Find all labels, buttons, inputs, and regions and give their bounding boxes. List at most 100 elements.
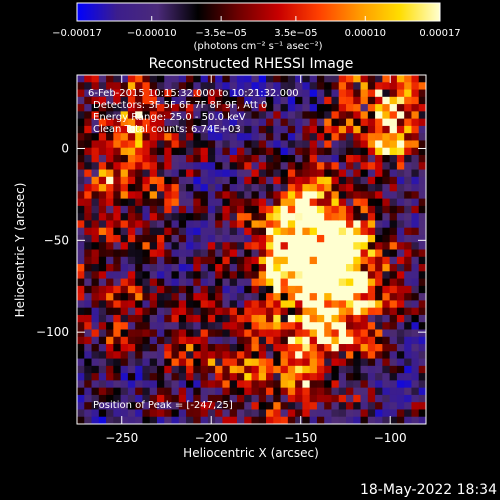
- heatmap-cell: [418, 234, 426, 243]
- heatmap-cell: [149, 133, 158, 142]
- heatmap-cell: [215, 104, 224, 112]
- heatmap-cell: [396, 220, 405, 229]
- heatmap-cell: [273, 278, 282, 287]
- heatmap-cell: [164, 227, 173, 236]
- heatmap-cell: [360, 387, 369, 396]
- heatmap-cell: [273, 147, 282, 156]
- heatmap-cell: [324, 118, 333, 127]
- heatmap-cell: [396, 285, 405, 294]
- heatmap-cell: [91, 322, 100, 331]
- heatmap-cell: [331, 380, 340, 389]
- heatmap-cell: [77, 358, 85, 367]
- heatmap-cell: [142, 271, 151, 280]
- heatmap-cell: [324, 75, 333, 83]
- heatmap-cell: [244, 387, 253, 396]
- heatmap-cell: [84, 205, 93, 214]
- heatmap-cell: [98, 213, 107, 222]
- heatmap-cell: [98, 82, 107, 91]
- heatmap-cell: [353, 242, 362, 251]
- heatmap-cell: [273, 111, 282, 120]
- heatmap-cell: [229, 314, 238, 323]
- heatmap-cell: [251, 184, 260, 192]
- heatmap-cell: [411, 271, 420, 280]
- heatmap-cell: [360, 213, 369, 222]
- heatmap-cell: [236, 234, 245, 243]
- heatmap-cell: [404, 278, 413, 287]
- heatmap-cell: [186, 293, 194, 301]
- heatmap-cell: [178, 249, 187, 258]
- heatmap-cell: [142, 133, 151, 142]
- heatmap-cell: [367, 256, 376, 265]
- heatmap-cell: [280, 89, 289, 98]
- heatmap-cell: [91, 227, 100, 236]
- heatmap-cell: [346, 147, 354, 156]
- heatmap-cell: [127, 234, 136, 243]
- heatmap-cell: [215, 293, 224, 301]
- heatmap-cell: [135, 285, 144, 294]
- heatmap-cell: [127, 191, 136, 200]
- heatmap-cell: [251, 162, 260, 171]
- heatmap-cell: [113, 227, 122, 236]
- heatmap-cell: [302, 198, 311, 207]
- heatmap-cell: [273, 184, 282, 192]
- heatmap-cell: [222, 271, 231, 280]
- heatmap-cell: [346, 191, 354, 200]
- heatmap-cell: [338, 394, 347, 403]
- heatmap-cell: [193, 387, 202, 396]
- heatmap-cell: [396, 104, 405, 112]
- heatmap-cell: [156, 409, 165, 418]
- heatmap-cell: [135, 111, 144, 120]
- heatmap-cell: [193, 336, 202, 345]
- heatmap-cell: [287, 96, 296, 105]
- heatmap-cell: [98, 358, 107, 367]
- heatmap-cell: [106, 249, 114, 258]
- heatmap-cell: [171, 256, 180, 265]
- heatmap-cell: [251, 234, 260, 243]
- heatmap-cell: [127, 365, 136, 374]
- heatmap-cell: [324, 82, 333, 91]
- heatmap-cell: [360, 373, 369, 381]
- heatmap-cell: [418, 314, 426, 323]
- heatmap-cell: [389, 387, 398, 396]
- heatmap-cell: [324, 285, 333, 294]
- heatmap-cell: [411, 358, 420, 367]
- heatmap-cell: [84, 242, 93, 251]
- heatmap-cell: [302, 213, 311, 222]
- heatmap-cell: [200, 191, 209, 200]
- heatmap-cell: [346, 307, 354, 316]
- colorbar-tick-label: 0.00017: [419, 28, 460, 39]
- heatmap-cell: [84, 162, 93, 171]
- heatmap-cell: [309, 373, 318, 381]
- heatmap-cell: [418, 264, 426, 272]
- heatmap-cell: [120, 285, 129, 294]
- heatmap-cell: [178, 118, 187, 127]
- heatmap-cell: [229, 227, 238, 236]
- heatmap-cell: [135, 133, 144, 142]
- heatmap-cell: [266, 220, 274, 229]
- heatmap-cell: [91, 191, 100, 200]
- heatmap-cell: [98, 285, 107, 294]
- heatmap-cell: [229, 271, 238, 280]
- heatmap-cell: [200, 329, 209, 338]
- heatmap-cell: [149, 256, 158, 265]
- heatmap-cell: [98, 249, 107, 258]
- heatmap-cell: [207, 285, 216, 294]
- heatmap-cell: [236, 256, 245, 265]
- heatmap-cell: [338, 205, 347, 214]
- heatmap-cell: [258, 125, 267, 134]
- heatmap-cell: [244, 133, 253, 142]
- heatmap-cell: [346, 351, 354, 360]
- heatmap-cell: [142, 416, 151, 424]
- heatmap-cell: [142, 409, 151, 418]
- heatmap-cell: [171, 191, 180, 200]
- heatmap-cell: [295, 75, 303, 83]
- heatmap-cell: [215, 111, 224, 120]
- x-axis-label: Heliocentric X (arcsec): [183, 446, 319, 460]
- heatmap-cell: [149, 111, 158, 120]
- heatmap-cell: [331, 256, 340, 265]
- heatmap-cell: [178, 227, 187, 236]
- heatmap-cell: [135, 234, 144, 243]
- heatmap-cell: [389, 82, 398, 91]
- heatmap-cell: [127, 169, 136, 178]
- heatmap-cell: [149, 198, 158, 207]
